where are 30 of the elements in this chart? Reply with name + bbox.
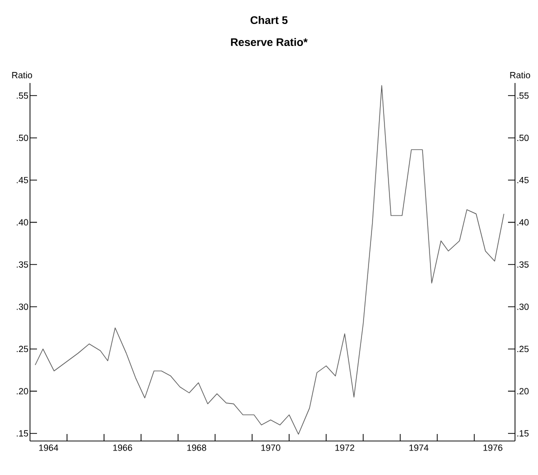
y2-tick-label: .40 — [517, 219, 529, 226]
x-tick-label: 1964 — [39, 444, 58, 451]
chart-subtitle: Reserve Ratio* — [231, 38, 308, 46]
y-tick-label: .55 — [16, 92, 28, 99]
y2-tick-label: .35 — [517, 261, 529, 268]
x-tick-label: 1968 — [187, 444, 206, 451]
y2-tick-label: .20 — [517, 388, 529, 394]
line-series — [34, 85, 504, 435]
x-tick-label: 1972 — [335, 444, 354, 451]
y2-tick-label: .55 — [517, 92, 529, 99]
y2-axis-title: Ratio — [510, 72, 530, 78]
y2-tick-label: .25 — [517, 346, 529, 352]
y2-tick-label: .45 — [517, 176, 529, 184]
chart-title: Chart 5 — [250, 16, 288, 24]
x-tick-label: 1976 — [484, 444, 502, 451]
x-tick-label: 1966 — [113, 444, 132, 451]
x-tick-label: 1974 — [409, 444, 428, 451]
y2-tick-label: .15 — [517, 430, 529, 437]
x-tick-label: 1970 — [261, 444, 280, 451]
y-axis-title: Ratio — [12, 72, 32, 78]
y-tick-label: .50 — [16, 134, 28, 142]
y-tick-label: .30 — [16, 304, 28, 310]
y-tick-label: .15 — [16, 430, 28, 437]
y-tick-label: .25 — [16, 346, 28, 352]
y2-tick-label: .50 — [517, 134, 529, 142]
y-tick-label: .35 — [16, 261, 28, 268]
y-tick-label: .40 — [16, 219, 28, 226]
y-tick-label: .45 — [16, 176, 28, 184]
y2-tick-label: .30 — [517, 304, 529, 310]
y-tick-label: .20 — [16, 388, 28, 394]
